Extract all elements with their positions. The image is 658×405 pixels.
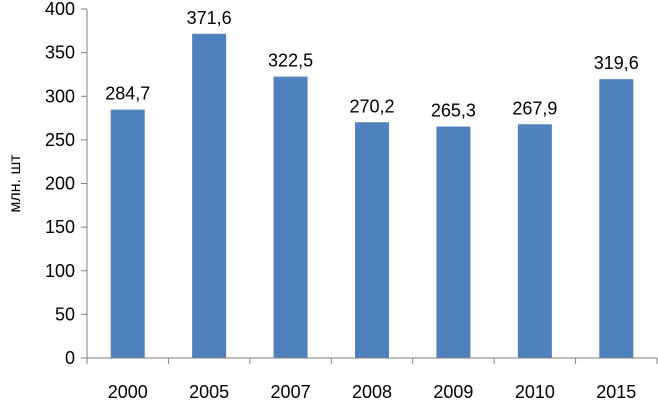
bar-2007 — [273, 76, 308, 359]
bar-2015 — [599, 79, 634, 359]
data-label-2009: 265,3 — [431, 101, 476, 121]
bar-2000 — [110, 109, 145, 359]
y-axis-ticks: 0 50 100 150 200 250 300 350 400 — [45, 0, 87, 368]
bar-2008 — [355, 122, 389, 358]
y-tick-label: 50 — [55, 304, 75, 324]
x-tick-label-2007: 2007 — [271, 382, 311, 402]
bar-2005 — [192, 33, 227, 359]
x-tick-label-2000: 2000 — [108, 382, 148, 402]
y-tick-label: 350 — [45, 43, 75, 63]
y-tick-label: 200 — [45, 174, 75, 194]
x-tick-label-2015: 2015 — [596, 382, 636, 402]
y-tick-label: 150 — [45, 217, 75, 237]
data-label-2000: 284,7 — [105, 84, 150, 104]
x-tick-label-2009: 2009 — [433, 382, 473, 402]
bar-2010 — [517, 124, 552, 358]
data-label-2015: 319,6 — [594, 53, 639, 73]
data-label-2005: 371,6 — [187, 8, 232, 28]
y-axis-title: млн. шт — [7, 154, 24, 213]
bar-2009 — [436, 126, 471, 358]
x-axis-ticks: 2000 2005 2007 2008 2009 2010 2015 — [86, 358, 658, 402]
data-label-2007: 322,5 — [268, 51, 313, 71]
data-label-2010: 267,9 — [512, 98, 557, 118]
y-tick-label: 400 — [45, 0, 75, 19]
data-labels: 284,7 371,6 322,5 270,2 265,3 267,9 319,6 — [105, 8, 639, 121]
y-tick-label: 100 — [45, 261, 75, 281]
x-tick-label-2010: 2010 — [515, 382, 555, 402]
bars — [110, 33, 634, 359]
x-tick-label-2005: 2005 — [189, 382, 229, 402]
y-tick-label: 250 — [45, 130, 75, 150]
y-tick-label: 0 — [65, 348, 75, 368]
x-tick-label-2008: 2008 — [352, 382, 392, 402]
data-label-2008: 270,2 — [349, 96, 394, 116]
y-tick-label: 300 — [45, 86, 75, 106]
